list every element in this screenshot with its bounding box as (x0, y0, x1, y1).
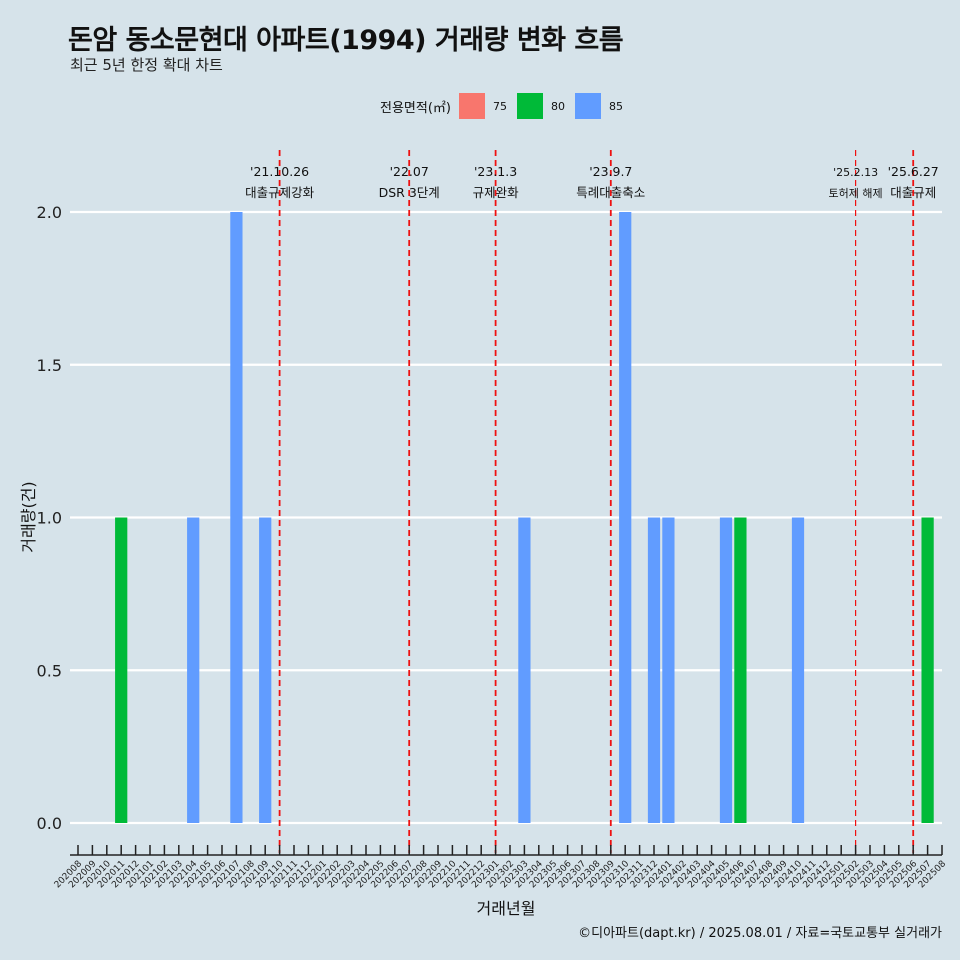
event-date-label: '21.10.26 (250, 164, 309, 179)
bar-202406-80 (734, 517, 747, 823)
event-date-label: '25.6.27 (888, 164, 939, 179)
bar-202303-85 (518, 517, 531, 823)
y-tick-label: 2.0 (37, 203, 62, 222)
legend-title: 전용면적(㎡) (380, 100, 451, 116)
event-name-label: DSR 3단계 (379, 185, 440, 200)
y-tick-label: 0.0 (37, 814, 62, 833)
legend-item-80: 80 (516, 93, 565, 119)
y-tick-label: 1.5 (37, 356, 62, 375)
bar-202507-80 (921, 517, 934, 823)
event-name-label: 토허제 해제 (829, 186, 883, 200)
y-tick-label: 1.0 (37, 509, 62, 528)
bar-202310-85 (619, 212, 632, 823)
bar-202410-85 (791, 517, 805, 823)
event-date-label: '23.1.3 (474, 164, 517, 179)
event-name-label: 대출규제 (890, 185, 936, 200)
event-date-label: '25.2.13 (833, 166, 878, 179)
source-caption: ©디아파트(dapt.kr) / 2025.08.01 / 자료=국토교통부 실… (578, 926, 942, 941)
x-axis-title: 거래년월 (477, 899, 536, 918)
event-date-label: '22.07 (390, 164, 429, 179)
event-date-label: '23.9.7 (589, 164, 632, 179)
bar-202401-85 (662, 517, 675, 823)
bar-202312-85 (647, 517, 661, 823)
y-axis-title: 거래량(건) (19, 481, 38, 552)
bar-202109-85 (259, 517, 272, 823)
legend-label-75: 75 (492, 99, 507, 113)
bar-202405-85 (719, 517, 733, 823)
bar-202107-85 (230, 212, 243, 823)
bar-202011-80 (115, 517, 128, 823)
legend-label-85: 85 (608, 99, 623, 113)
legend-item-85: 85 (574, 93, 623, 119)
legend-label-80: 80 (550, 99, 565, 113)
chart-subtitle: 최근 5년 한정 확대 차트 (70, 56, 223, 74)
legend-swatch-85 (574, 93, 601, 119)
event-name-label: 대출규제강화 (245, 185, 315, 200)
event-name-label: 규제완화 (473, 185, 520, 200)
y-tick-label: 0.5 (37, 661, 62, 680)
legend-swatch-80 (516, 93, 543, 119)
event-name-label: 특례대출축소 (576, 185, 645, 200)
legend-swatch-75 (458, 93, 485, 119)
legend: 전용면적(㎡) 75 80 85 (380, 92, 633, 120)
legend-item-75: 75 (458, 93, 507, 119)
chart-title: 돈암 동소문현대 아파트(1994) 거래량 변화 흐름 (68, 25, 624, 56)
bar-202104-85 (187, 517, 200, 823)
